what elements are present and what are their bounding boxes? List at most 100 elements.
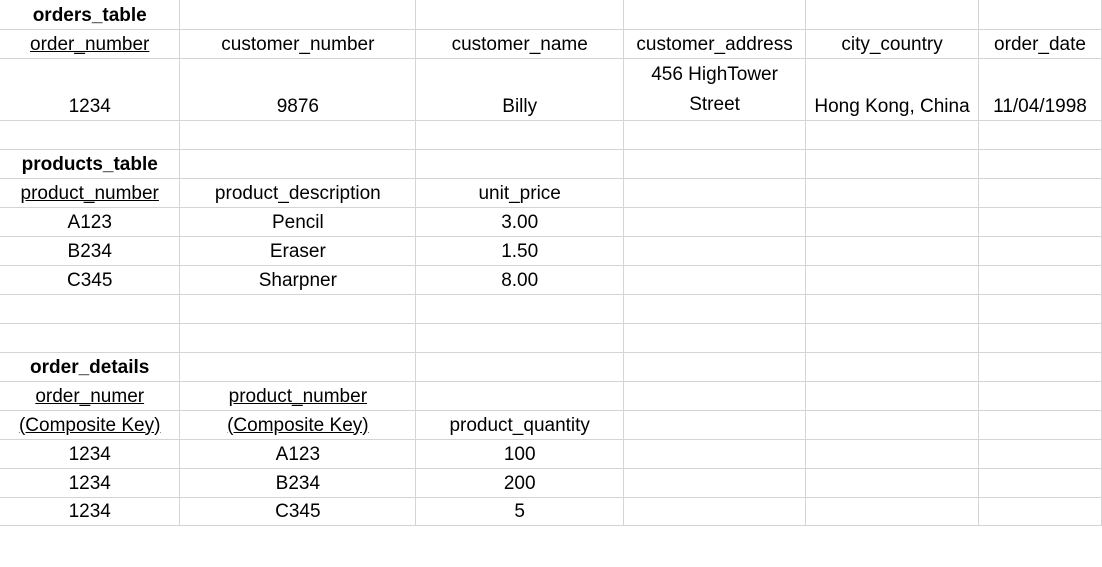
cell[interactable] bbox=[805, 0, 980, 30]
cell[interactable] bbox=[0, 120, 181, 150]
header-cell-order-date[interactable]: order_date bbox=[978, 29, 1102, 59]
cell[interactable] bbox=[623, 265, 807, 295]
cell-product-description[interactable]: Eraser bbox=[179, 236, 417, 266]
cell-order-number[interactable]: 1234 bbox=[0, 497, 181, 526]
header-cell-customer-number[interactable]: customer_number bbox=[179, 29, 417, 59]
cell[interactable] bbox=[415, 0, 625, 30]
cell[interactable] bbox=[179, 352, 417, 382]
cell[interactable] bbox=[623, 0, 807, 30]
cell[interactable] bbox=[805, 120, 980, 150]
cell[interactable] bbox=[179, 323, 417, 353]
cell[interactable] bbox=[623, 352, 807, 382]
cell[interactable] bbox=[623, 178, 807, 208]
cell[interactable] bbox=[978, 236, 1102, 266]
cell[interactable] bbox=[805, 178, 980, 208]
cell[interactable] bbox=[805, 294, 980, 324]
cell[interactable] bbox=[179, 0, 417, 30]
cell-order-date[interactable]: 11/04/1998 bbox=[978, 58, 1102, 121]
order-details-title[interactable]: order_details bbox=[0, 352, 181, 382]
header-cell-unit-price[interactable]: unit_price bbox=[415, 178, 625, 208]
header-cell-product-number[interactable]: product_number bbox=[179, 381, 417, 411]
cell[interactable] bbox=[623, 468, 807, 498]
cell-customer-name[interactable]: Billy bbox=[415, 58, 625, 121]
cell[interactable] bbox=[415, 352, 625, 382]
cell-product-number[interactable]: C345 bbox=[179, 497, 417, 526]
cell[interactable] bbox=[415, 149, 625, 179]
cell-product-quantity[interactable]: 5 bbox=[415, 497, 625, 526]
cell[interactable] bbox=[805, 265, 980, 295]
cell[interactable] bbox=[623, 381, 807, 411]
cell-unit-price[interactable]: 1.50 bbox=[415, 236, 625, 266]
cell[interactable] bbox=[805, 497, 980, 526]
cell-order-number[interactable]: 1234 bbox=[0, 58, 181, 121]
cell-order-number[interactable]: 1234 bbox=[0, 468, 181, 498]
cell[interactable] bbox=[0, 294, 181, 324]
cell-product-number[interactable]: A123 bbox=[179, 439, 417, 469]
cell[interactable] bbox=[978, 468, 1102, 498]
cell-order-number[interactable]: 1234 bbox=[0, 439, 181, 469]
cell[interactable] bbox=[978, 265, 1102, 295]
cell[interactable] bbox=[805, 352, 980, 382]
cell-product-number[interactable]: B234 bbox=[179, 468, 417, 498]
cell[interactable] bbox=[623, 120, 807, 150]
cell[interactable] bbox=[623, 149, 807, 179]
cell[interactable] bbox=[978, 410, 1102, 440]
cell-product-description[interactable]: Sharpner bbox=[179, 265, 417, 295]
cell[interactable] bbox=[623, 207, 807, 237]
cell[interactable] bbox=[805, 410, 980, 440]
cell[interactable] bbox=[978, 178, 1102, 208]
cell[interactable] bbox=[179, 149, 417, 179]
cell[interactable] bbox=[978, 497, 1102, 526]
cell[interactable] bbox=[978, 207, 1102, 237]
cell[interactable] bbox=[415, 323, 625, 353]
cell-product-description[interactable]: Pencil bbox=[179, 207, 417, 237]
header-cell-customer-name[interactable]: customer_name bbox=[415, 29, 625, 59]
cell-product-number[interactable]: A123 bbox=[0, 207, 181, 237]
cell-city-country[interactable]: Hong Kong, China bbox=[805, 58, 980, 121]
cell[interactable] bbox=[415, 120, 625, 150]
cell[interactable] bbox=[805, 149, 980, 179]
orders-table-title[interactable]: orders_table bbox=[0, 0, 181, 30]
cell[interactable] bbox=[805, 236, 980, 266]
cell-customer-number[interactable]: 9876 bbox=[179, 58, 417, 121]
cell-unit-price[interactable]: 3.00 bbox=[415, 207, 625, 237]
header-cell-order-numer[interactable]: order_numer bbox=[0, 381, 181, 411]
cell[interactable] bbox=[179, 294, 417, 324]
cell-product-number[interactable]: B234 bbox=[0, 236, 181, 266]
cell[interactable] bbox=[415, 381, 625, 411]
cell-customer-address[interactable]: 456 HighTower Street bbox=[623, 58, 807, 121]
cell[interactable] bbox=[978, 323, 1102, 353]
cell[interactable] bbox=[978, 149, 1102, 179]
cell[interactable] bbox=[623, 294, 807, 324]
cell[interactable] bbox=[978, 0, 1102, 30]
cell[interactable] bbox=[0, 323, 181, 353]
header-cell-order-number[interactable]: order_number bbox=[0, 29, 181, 59]
cell[interactable] bbox=[623, 236, 807, 266]
cell[interactable] bbox=[978, 294, 1102, 324]
cell[interactable] bbox=[623, 497, 807, 526]
header-cell-city-country[interactable]: city_country bbox=[805, 29, 980, 59]
cell[interactable] bbox=[623, 410, 807, 440]
cell-product-quantity[interactable]: 200 bbox=[415, 468, 625, 498]
cell[interactable] bbox=[978, 120, 1102, 150]
cell[interactable] bbox=[978, 381, 1102, 411]
cell[interactable] bbox=[805, 439, 980, 469]
cell-unit-price[interactable]: 8.00 bbox=[415, 265, 625, 295]
header-cell-composite-key[interactable]: (Composite Key) bbox=[0, 410, 181, 440]
cell[interactable] bbox=[623, 323, 807, 353]
cell[interactable] bbox=[805, 323, 980, 353]
cell[interactable] bbox=[415, 294, 625, 324]
cell[interactable] bbox=[978, 352, 1102, 382]
header-cell-customer-address[interactable]: customer_address bbox=[623, 29, 807, 59]
cell[interactable] bbox=[805, 381, 980, 411]
header-cell-product-description[interactable]: product_description bbox=[179, 178, 417, 208]
cell-product-quantity[interactable]: 100 bbox=[415, 439, 625, 469]
cell[interactable] bbox=[179, 120, 417, 150]
cell[interactable] bbox=[623, 439, 807, 469]
header-cell-product-quantity[interactable]: product_quantity bbox=[415, 410, 625, 440]
header-cell-product-number[interactable]: product_number bbox=[0, 178, 181, 208]
cell[interactable] bbox=[805, 207, 980, 237]
products-table-title[interactable]: products_table bbox=[0, 149, 181, 179]
header-cell-composite-key[interactable]: (Composite Key) bbox=[179, 410, 417, 440]
cell[interactable] bbox=[805, 468, 980, 498]
